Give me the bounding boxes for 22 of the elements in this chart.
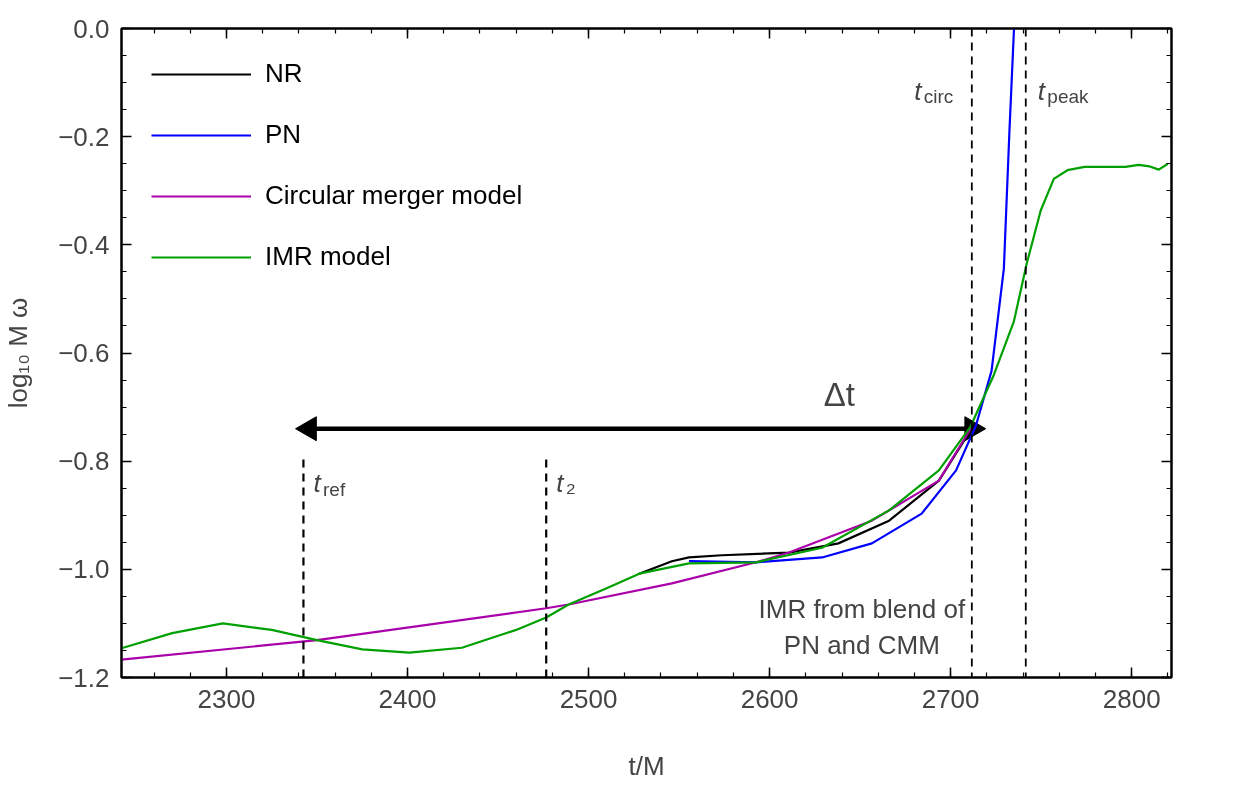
y-tick-label: −1.2 — [58, 662, 110, 693]
y-tick-label: −0.2 — [58, 121, 110, 152]
y-tick-label: −0.8 — [58, 446, 110, 477]
legend-label: IMR model — [265, 241, 391, 272]
y-tick-label: −0.4 — [58, 229, 110, 260]
x-tick-label: 2700 — [921, 683, 980, 714]
legend-label: NR — [265, 58, 303, 89]
legend-label: PN — [265, 119, 302, 150]
x-tick-label: 2500 — [559, 683, 618, 714]
y-axis-title: log₁₀ M ω — [3, 297, 34, 409]
x-tick-label: 2400 — [378, 683, 437, 714]
y-tick-label: 0.0 — [73, 13, 110, 44]
x-axis-title: t/M — [628, 750, 665, 781]
annotation: Δt — [823, 375, 855, 413]
x-tick-label: 2800 — [1102, 683, 1161, 714]
y-tick-label: −1.0 — [58, 554, 110, 585]
annotation: IMR from blend of PN and CMM — [758, 593, 966, 660]
x-tick-label: 2300 — [197, 683, 256, 714]
annotation: t₂ — [556, 468, 576, 499]
legend-label: Circular merger model — [265, 180, 523, 211]
y-tick-label: −0.6 — [58, 338, 110, 368]
x-tick-label: 2600 — [740, 683, 799, 714]
